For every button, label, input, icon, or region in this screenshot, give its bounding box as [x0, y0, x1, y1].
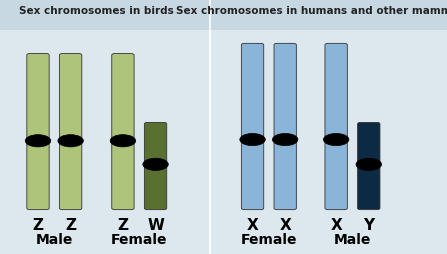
Ellipse shape — [272, 134, 298, 146]
FancyBboxPatch shape — [358, 123, 380, 210]
Text: Z: Z — [33, 217, 43, 232]
Text: Y: Y — [363, 217, 374, 232]
Ellipse shape — [323, 134, 349, 146]
Bar — [0, 0, 447, 30]
Ellipse shape — [25, 135, 51, 147]
Text: Female: Female — [240, 232, 297, 246]
Text: X: X — [279, 217, 291, 232]
Text: Z: Z — [65, 217, 76, 232]
Text: Sex chromosomes in humans and other mammals: Sex chromosomes in humans and other mamm… — [176, 6, 447, 16]
Ellipse shape — [143, 158, 168, 171]
Ellipse shape — [356, 158, 381, 171]
Text: Female: Female — [111, 232, 167, 246]
FancyBboxPatch shape — [274, 44, 296, 210]
Ellipse shape — [240, 134, 265, 146]
FancyBboxPatch shape — [241, 44, 264, 210]
FancyBboxPatch shape — [144, 123, 167, 210]
FancyBboxPatch shape — [325, 44, 347, 210]
FancyBboxPatch shape — [112, 54, 134, 210]
Ellipse shape — [110, 135, 136, 147]
FancyBboxPatch shape — [27, 54, 49, 210]
Text: Male: Male — [35, 232, 73, 246]
Text: Sex chromosomes in birds: Sex chromosomes in birds — [19, 6, 173, 16]
FancyBboxPatch shape — [59, 54, 82, 210]
Ellipse shape — [58, 135, 83, 147]
Text: X: X — [330, 217, 342, 232]
Text: Z: Z — [118, 217, 128, 232]
Text: W: W — [147, 217, 164, 232]
Text: Male: Male — [333, 232, 371, 246]
Text: X: X — [247, 217, 258, 232]
